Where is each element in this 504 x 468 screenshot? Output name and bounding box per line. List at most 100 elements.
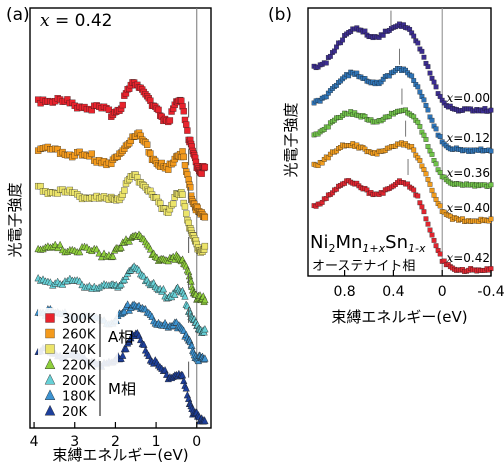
panel-b-point — [380, 32, 386, 38]
panel-b-point — [423, 137, 429, 142]
legend-label-300K: 300K — [62, 312, 96, 327]
panel-b-series-label: x=0.42 — [446, 251, 490, 265]
panel-a-point — [121, 187, 128, 194]
panel-b-xtick-label: 0 — [438, 284, 447, 300]
panel-a-point — [180, 153, 187, 161]
panel-b-point — [421, 97, 427, 103]
panel-b-point — [411, 187, 417, 193]
panel-b-point — [433, 126, 439, 132]
panel-a-point — [166, 117, 174, 124]
panel-a-xtick-label: 4 — [30, 434, 39, 450]
panel-a-point — [183, 210, 190, 217]
panel-a-point — [165, 166, 172, 173]
panel-a-point — [147, 150, 154, 157]
panel-a-annotation: x = 0.42 — [40, 11, 113, 31]
panel-a-point — [201, 242, 209, 250]
panel-b-point — [425, 64, 431, 70]
panel-a-point — [187, 184, 194, 191]
panel-a-point — [125, 337, 133, 345]
panel-a-series-220K — [34, 230, 209, 305]
panel-b-point — [332, 48, 337, 54]
legend-label-180K: 180K — [62, 390, 96, 405]
panel-b-frame — [307, 7, 492, 277]
panel-a-point — [155, 106, 162, 114]
panel-b-point — [417, 158, 423, 163]
panel-b-series-x=0.12: x=0.12 — [311, 48, 494, 154]
panel-b-point — [417, 124, 423, 129]
panel-b-point — [427, 227, 433, 233]
panel-b-point — [437, 203, 443, 209]
panel-a-point — [201, 354, 209, 362]
panel-a-point — [109, 252, 117, 260]
panel-b-point — [433, 84, 439, 90]
panel-b-series-label: x=0.12 — [446, 131, 490, 145]
panel-b-label: (b) — [268, 5, 292, 25]
panel-a-point — [122, 344, 130, 353]
panel-b-xtick-label: 0.8 — [333, 284, 355, 300]
legend-marker-220K — [44, 358, 56, 369]
panel-a-point — [117, 243, 125, 251]
panel-a-point — [179, 148, 186, 155]
panel-a-point — [201, 325, 209, 333]
panel-b-point — [421, 132, 427, 138]
panel-b-point — [429, 187, 435, 193]
panel-a-point — [120, 307, 128, 315]
panel-a-series-300K — [34, 79, 209, 177]
legend-label-200K: 200K — [62, 374, 96, 389]
panel-b-point — [325, 124, 331, 130]
panel-b-series-x=0.00: x=0.00 — [311, 10, 494, 114]
panel-b-ylabel: 光電子強度 — [282, 102, 300, 177]
panel-a-point — [180, 108, 187, 115]
panel-b-point — [431, 79, 437, 85]
panel-a-xtick-label: 2 — [111, 434, 120, 450]
panel-b-point — [425, 177, 431, 182]
panel-a-point — [117, 280, 125, 288]
panel-b-point — [417, 89, 423, 95]
panel-a-ylabel: 光電子強度 — [6, 182, 24, 257]
panel-b-xlabel: 束縛エネルギー(eV) — [331, 308, 467, 326]
panel-a-point — [185, 219, 192, 227]
panel-a-point — [201, 295, 209, 304]
panel-a-xlabel: 束縛エネルギー(eV) — [52, 446, 188, 464]
panel-a-series-260K — [34, 129, 209, 221]
panel-b-point — [425, 221, 431, 227]
panel-b-series-label: x=0.00 — [446, 91, 490, 105]
panel-b-point — [421, 209, 427, 215]
panel-b-point — [437, 251, 443, 257]
panel-b-point — [488, 182, 494, 188]
panel-a-point — [180, 376, 188, 385]
panel-a-point — [201, 214, 209, 221]
panel-a-point — [171, 290, 179, 298]
panel-b-series-x=0.42: x=0.42 — [311, 159, 494, 274]
legend-marker-20K — [44, 404, 56, 416]
panel-b-point — [421, 54, 427, 60]
legend-group-a: A相 — [108, 328, 133, 346]
panel-b-point — [437, 134, 443, 139]
panel-b-point — [415, 119, 421, 125]
legend-label-260K: 260K — [62, 328, 96, 343]
panel-a-point — [184, 127, 191, 134]
panel-a-frame — [29, 7, 212, 429]
panel-b-point — [488, 148, 494, 154]
panel-a-point — [143, 141, 151, 148]
panel-a-point — [159, 284, 168, 293]
panel-a-xtick-label: 0 — [192, 434, 201, 450]
panel-b-series-label: x=0.36 — [446, 166, 490, 180]
panel-a-point — [88, 150, 95, 157]
legend-label-240K: 240K — [62, 343, 96, 358]
panel-a-point — [75, 247, 84, 256]
panel-a-series-240K — [34, 171, 209, 256]
panel-b-point — [425, 144, 431, 149]
panel-a-point — [182, 384, 190, 392]
panel-a-point — [178, 97, 185, 104]
panel-a-point — [119, 101, 126, 109]
panel-b-series-label: x=0.40 — [446, 201, 490, 215]
legend-marker-260K — [45, 328, 55, 339]
panel-b-point — [409, 73, 415, 79]
legend-marker-180K — [44, 389, 56, 400]
panel-b-point — [362, 28, 368, 34]
panel-a-point — [183, 121, 190, 128]
